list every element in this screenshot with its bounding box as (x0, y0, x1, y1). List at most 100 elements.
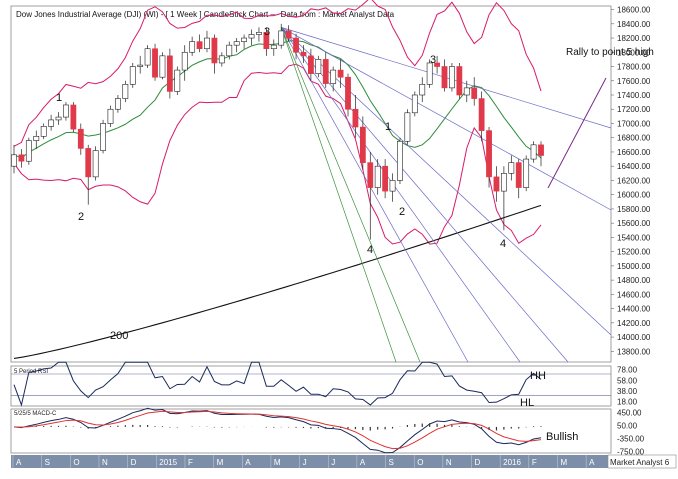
candle-up (204, 37, 210, 50)
rsi-line (13, 361, 542, 407)
candle-down (263, 32, 270, 50)
price-y-tick-label: 13800.00 (617, 347, 651, 356)
price-y-tick-label: 16000.00 (617, 191, 651, 200)
time-axis-label: M (274, 458, 281, 467)
candle-up (278, 30, 285, 46)
candle-up (426, 62, 433, 85)
time-axis-label: A (16, 458, 22, 467)
candle-up (159, 55, 166, 78)
rsi-panel (10, 365, 612, 407)
price-y-tick-label: 15600.00 (617, 219, 651, 228)
price-y-tick-label: 16600.00 (617, 148, 651, 157)
price-y-tick-label: 17200.00 (617, 105, 651, 114)
watermark-box (607, 454, 677, 469)
fan-line (280, 27, 612, 336)
wave-label-2b: 2 (399, 206, 405, 218)
candle-up (508, 162, 515, 174)
fan-line (280, 27, 421, 363)
candle-up (419, 84, 426, 96)
candle-up (218, 55, 225, 64)
time-axis-label: F (188, 458, 193, 467)
time-axis-label: A (589, 458, 595, 467)
candle-down (211, 37, 218, 64)
macd-label: 5/25/5 MACD-C (14, 411, 57, 417)
price-y-tick-label: 14000.00 (617, 333, 651, 342)
time-axis-label: F (532, 458, 537, 467)
price-y-tick-label: 14600.00 (617, 290, 651, 299)
fan-line (280, 27, 569, 363)
time-axis-label: M (560, 458, 567, 467)
fan-line (281, 27, 612, 211)
candle-up (397, 140, 403, 181)
chart-title: Dow Jones Industrial Average (DJI) (WI) … (16, 10, 395, 19)
time-axis-label: S (45, 458, 50, 467)
candle-down (337, 69, 344, 78)
rally-projection-line (547, 77, 607, 189)
candle-up (315, 59, 322, 74)
candle-up (241, 37, 247, 42)
candle-down (152, 48, 158, 78)
candle-up (122, 84, 129, 99)
macd-panel (10, 408, 612, 454)
rsi-series (11, 361, 611, 407)
candle-down (441, 66, 448, 89)
time-axis-label: A (360, 458, 366, 467)
candle-up (226, 44, 233, 57)
bollinger-upper (13, 0, 542, 147)
candle-down (166, 55, 173, 92)
bollinger-lower (13, 63, 542, 245)
candle-down (382, 165, 389, 192)
macd-bullish-label: Bullish (546, 431, 578, 443)
candle-down (471, 87, 478, 99)
candle-down (308, 55, 314, 74)
price-y-tick-label: 18000.00 (617, 48, 651, 57)
candle-up (107, 108, 114, 124)
candle-down (434, 62, 440, 67)
candle-up (11, 154, 17, 167)
candle-down (77, 128, 84, 149)
candle-down (345, 76, 351, 110)
rally-label: Rally to point 5 high (566, 47, 654, 58)
price-y-tick-label: 14800.00 (617, 276, 651, 285)
fan-line (280, 27, 521, 363)
candle-down (478, 98, 485, 131)
price-y-tick-label: 15200.00 (617, 248, 651, 257)
candle-up (63, 104, 69, 118)
price-y-tick-label: 15400.00 (617, 233, 651, 242)
macd-series (13, 407, 542, 454)
candle-up (270, 44, 277, 50)
candle-up (100, 123, 106, 151)
candle-down (493, 176, 500, 192)
time-axis-label: N (102, 458, 108, 467)
candle-down (85, 148, 92, 178)
candle-up (523, 158, 530, 188)
candle-up (374, 165, 381, 188)
time-axis: A S O N D 2015 F M A M J J A S O N D 2016 F M A (12, 455, 595, 468)
candle-up (92, 150, 99, 178)
watermark: Market Analyst 6 (610, 458, 670, 467)
candle-up (48, 119, 55, 127)
rsi-y-tick-label: 78.00 (617, 366, 638, 375)
time-axis-label: D (131, 458, 137, 467)
candle-up (330, 69, 337, 84)
candle-up (404, 112, 411, 142)
rsi-hl-label: HL (520, 397, 534, 409)
wave-label-1b: 1 (385, 121, 391, 133)
price-y-tick-label: 16200.00 (617, 176, 651, 185)
fan-line (280, 27, 469, 363)
wave-label-4a: 4 (367, 244, 373, 256)
wave-annotations: 1 2 3 4 1 2 3 4 200 Rally to point 5 high (56, 26, 654, 342)
candle-down (18, 154, 25, 162)
price-y-axis: 18600.00 18400.00 18200.00 18000.00 17800.00… (611, 6, 651, 356)
candle-down (367, 162, 374, 188)
candle-up (40, 126, 47, 137)
macd-y-tick-label: 50.00 (617, 421, 638, 430)
macd-signal-line (13, 410, 542, 450)
price-y-tick-label: 16800.00 (617, 134, 651, 143)
price-y-tick-label: 15800.00 (617, 205, 651, 214)
price-y-tick-label: 14200.00 (617, 319, 651, 328)
macd-line (13, 407, 542, 454)
fan-line (280, 27, 397, 363)
